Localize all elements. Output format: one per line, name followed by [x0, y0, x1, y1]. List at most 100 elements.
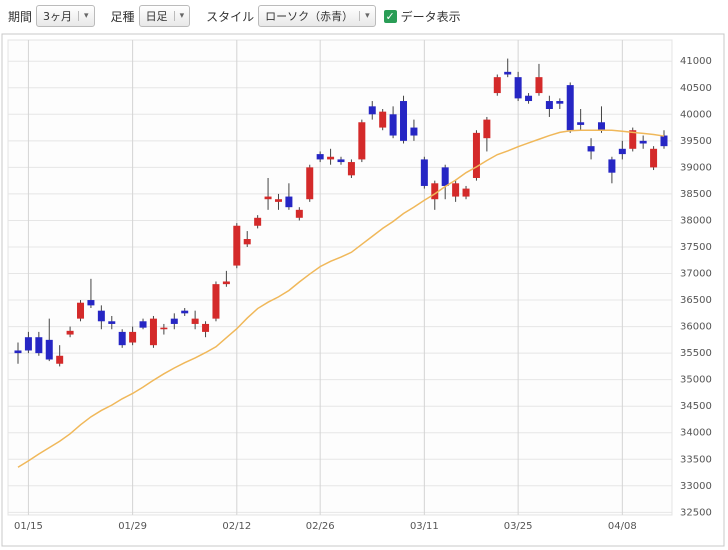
y-tick-label: 40000 [680, 109, 712, 120]
candle-body [525, 95, 533, 102]
candle-body [77, 302, 85, 319]
candle-body [24, 337, 32, 351]
dropdown-arrow: ▾ [78, 11, 94, 21]
candle-body [306, 167, 314, 200]
style-select[interactable]: ローソク（赤青） ▾ [258, 5, 376, 27]
candle-body [170, 318, 178, 324]
candle-body [56, 355, 64, 364]
candle-body [514, 77, 522, 99]
candle-body [358, 122, 366, 160]
y-tick-label: 38000 [680, 215, 712, 226]
data-display-label: データ表示 [400, 9, 461, 24]
period-select[interactable]: 3ヶ月 ▾ [36, 5, 95, 27]
moving-average-line [17, 129, 665, 468]
x-tick-label: 02/12 [222, 521, 251, 532]
candle-body [129, 331, 137, 343]
candle-body [618, 148, 626, 155]
bar-value: 日足 [145, 10, 168, 23]
y-tick-label: 39500 [680, 136, 712, 147]
candle-body [14, 350, 22, 354]
candle-body [410, 127, 418, 136]
candle-body [285, 196, 293, 208]
candle-body [149, 318, 157, 346]
y-tick-label: 36500 [680, 295, 712, 306]
candle-body [462, 188, 470, 197]
y-tick-label: 34000 [680, 428, 712, 439]
candle-body [587, 146, 595, 152]
candle-body [566, 85, 574, 131]
candle-body [431, 183, 439, 200]
candle-body [337, 159, 345, 163]
candle-body [97, 310, 105, 322]
candle-body [639, 140, 647, 144]
candle-body [629, 130, 637, 149]
y-tick-label: 39000 [680, 162, 712, 173]
candle-body [87, 300, 95, 306]
y-tick-label: 33500 [680, 454, 712, 465]
candle-body [45, 339, 53, 360]
y-tick-label: 35000 [680, 375, 712, 386]
candle-body [608, 159, 616, 173]
candle-body [254, 217, 262, 226]
candle-body [472, 132, 480, 178]
y-tick-label: 37000 [680, 269, 712, 280]
x-tick-label: 03/25 [504, 521, 533, 532]
y-tick-label: 41000 [680, 56, 712, 67]
bar-label: 足種 [110, 9, 135, 24]
candle-body [264, 196, 272, 200]
candle-body [160, 327, 168, 330]
x-tick-label: 01/15 [14, 521, 43, 532]
candle-body [295, 209, 303, 218]
dropdown-arrow: ▾ [359, 11, 375, 21]
x-tick-label: 04/08 [608, 521, 637, 532]
candle-body [556, 101, 564, 104]
candle-body [368, 106, 376, 115]
y-tick-label: 38500 [680, 189, 712, 200]
candle-body [504, 71, 512, 75]
candle-body [66, 330, 74, 335]
candle-body [222, 281, 230, 285]
candle-body [202, 323, 210, 332]
candle-body [327, 156, 335, 160]
candle-body [441, 167, 449, 186]
x-tick-label: 01/29 [118, 521, 147, 532]
candle-body [483, 119, 491, 139]
candle-body [597, 122, 605, 131]
candle-body [316, 154, 324, 160]
x-tick-label: 03/11 [410, 521, 439, 532]
candle-body [212, 284, 220, 319]
candle-body [545, 101, 553, 109]
y-tick-label: 37500 [680, 242, 712, 253]
candle-body [389, 114, 397, 136]
candle-body [650, 148, 658, 168]
candle-body [452, 183, 460, 197]
candle-body [493, 77, 501, 94]
candle-body [118, 331, 126, 346]
bar-select[interactable]: 日足 ▾ [138, 5, 191, 27]
candle-body [139, 321, 147, 328]
toolbar: 期間 3ヶ月 ▾ 足種 日足 ▾ スタイル ローソク（赤青） ▾ ✓ データ表示 [0, 0, 728, 32]
y-tick-label: 40500 [680, 83, 712, 94]
candle-body [379, 111, 387, 128]
style-value: ローソク（赤青） [265, 10, 354, 23]
chart: 32500 33000 33500 34000 34500 35000 35500 36000… [1, 33, 725, 547]
candle-body [400, 101, 408, 141]
style-label: スタイル [206, 9, 255, 24]
period-label: 期間 [8, 9, 33, 24]
candle-body [35, 337, 43, 354]
y-tick-label: 36000 [680, 322, 712, 333]
candle-body [535, 77, 543, 94]
candle-body [191, 318, 199, 324]
plot-area [7, 39, 673, 516]
candle-body [243, 239, 251, 245]
y-tick-label: 34500 [680, 401, 712, 412]
x-tick-label: 02/26 [306, 521, 335, 532]
candle-body [420, 159, 428, 186]
candle-body [108, 321, 116, 324]
y-tick-label: 33000 [680, 481, 712, 492]
checkbox[interactable]: ✓ [383, 9, 397, 23]
candle-body [347, 162, 355, 176]
y-tick-label: 32500 [680, 507, 712, 518]
dropdown-arrow: ▾ [173, 11, 190, 21]
